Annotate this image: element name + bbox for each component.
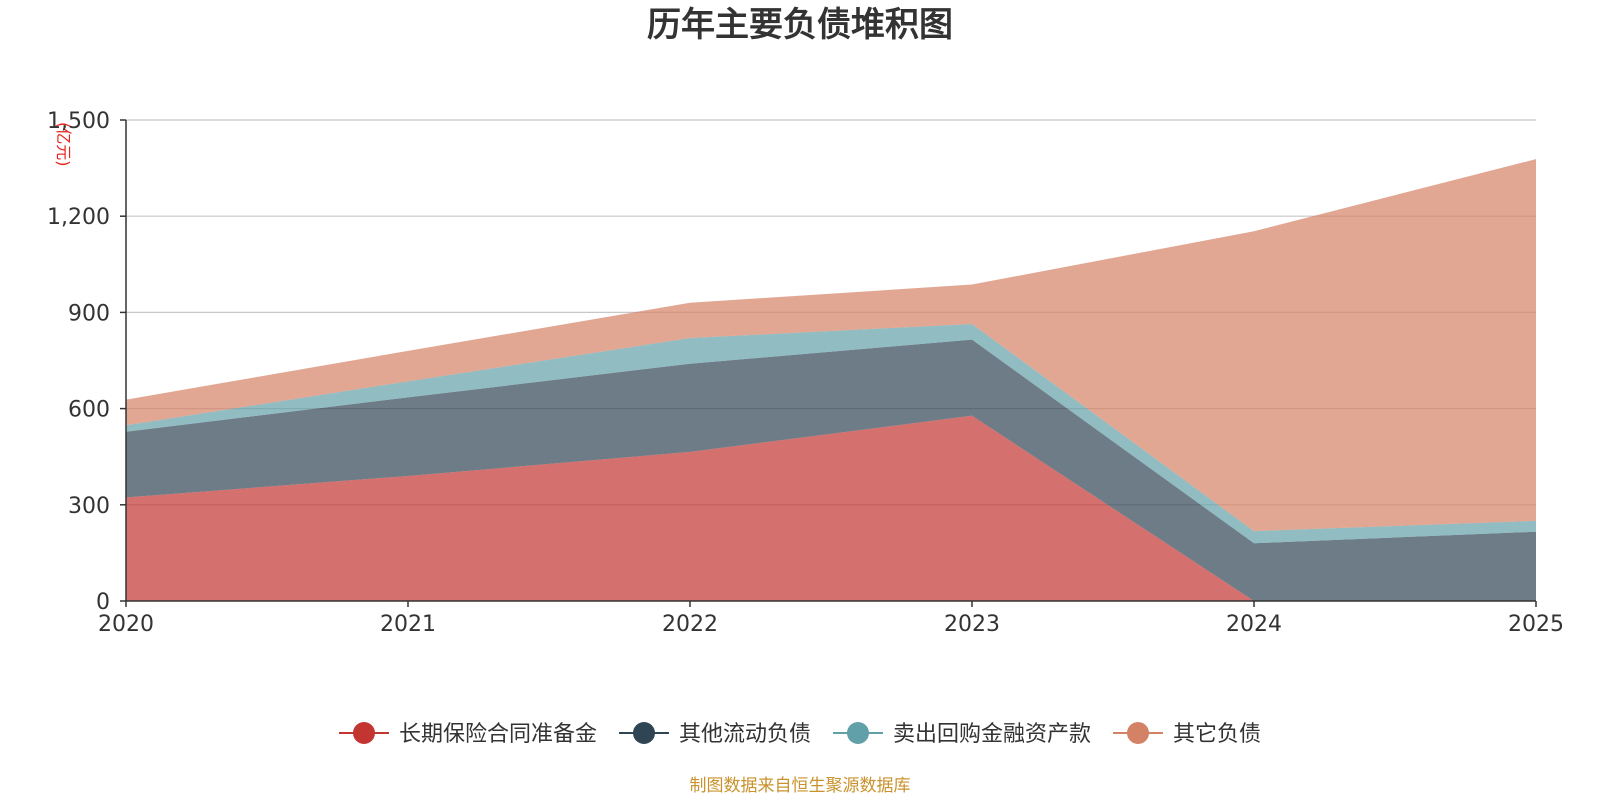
legend[interactable]: 长期保险合同准备金 其他流动负债 卖出回购金融资产款 其它负债	[339, 722, 1261, 747]
area-series-2	[126, 323, 1536, 544]
data-point-s3-2023	[970, 283, 974, 287]
area-series-1	[126, 339, 1536, 601]
area-series-0	[126, 415, 1536, 601]
legend-item-1[interactable]: 其他流动负债	[619, 722, 811, 747]
legend-label: 其他流动负债	[679, 722, 811, 747]
chart-title: 历年主要负债堆积图	[647, 5, 953, 45]
x-tick-label-2025: 2025	[1508, 612, 1564, 637]
y-tick-label-900: 900	[68, 301, 110, 326]
legend-item-0[interactable]: 长期保险合同准备金	[339, 722, 597, 747]
legend-label: 其它负债	[1173, 722, 1261, 747]
legend-marker	[847, 722, 869, 744]
data-point-s3-2021	[406, 349, 410, 353]
x-tick-label-2022: 2022	[662, 612, 718, 637]
legend-marker	[1127, 722, 1149, 744]
data-point-s3-2022	[688, 301, 692, 305]
area-series-3	[126, 159, 1536, 532]
x-tick-label-2024: 2024	[1226, 612, 1282, 637]
legend-label: 长期保险合同准备金	[399, 722, 597, 747]
y-tick-label-1500: 1,500	[47, 109, 110, 134]
legend-marker	[633, 722, 655, 744]
axes: 0 300 600 900 1,200 1,500 2020 2021 2022 2023 2024…	[47, 109, 1564, 637]
y-tick-label-0: 0	[96, 590, 110, 615]
data-point-s3-2024	[1252, 229, 1256, 233]
legend-item-2[interactable]: 卖出回购金融资产款	[833, 722, 1091, 747]
y-tick-label-300: 300	[68, 494, 110, 519]
legend-marker	[353, 722, 375, 744]
x-tick-label-2021: 2021	[380, 612, 436, 637]
y-axis-unit-label: (亿元)	[54, 122, 73, 167]
data-point-s3-2025	[1534, 157, 1538, 161]
x-tick-label-2023: 2023	[944, 612, 1000, 637]
y-tick-label-1200: 1,200	[47, 205, 110, 230]
x-tick-label-2020: 2020	[98, 612, 154, 637]
legend-item-3[interactable]: 其它负债	[1113, 722, 1261, 747]
area-series	[126, 157, 1538, 601]
data-source-note: 制图数据来自恒生聚源数据库	[690, 776, 911, 796]
legend-label: 卖出回购金融资产款	[893, 722, 1091, 747]
y-tick-label-600: 600	[68, 398, 110, 423]
